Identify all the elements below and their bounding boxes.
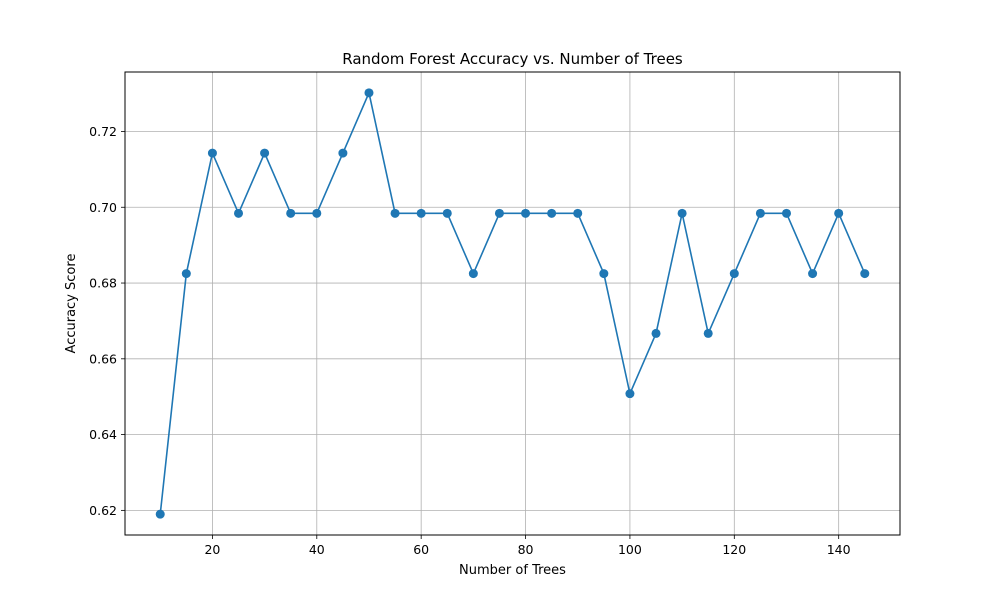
y-tick-label: 0.66: [89, 351, 117, 366]
series-line: [159, 92, 866, 515]
x-axis-label: Number of Trees: [459, 563, 566, 578]
data-point: [860, 269, 870, 279]
data-point: [207, 148, 217, 158]
data-point: [181, 269, 191, 279]
data-point: [651, 328, 661, 338]
data-point: [260, 148, 270, 158]
data-point: [677, 208, 687, 218]
data-point: [599, 269, 609, 279]
y-tick-label: 0.72: [89, 124, 117, 139]
data-point: [338, 148, 348, 158]
x-tick-label: 100: [618, 542, 642, 557]
ticks: 20 40 60 80 100 120 140 0.62 0.64 0.66 0.68 0.70 0.7…: [89, 124, 850, 557]
data-point: [521, 208, 531, 218]
data-point: [416, 208, 426, 218]
data-point: [547, 208, 557, 218]
data-point: [703, 328, 713, 338]
data-point: [625, 389, 635, 399]
y-axis-label: Accuracy Score: [64, 254, 79, 354]
data-point: [155, 509, 165, 519]
x-tick-label: 140: [827, 542, 851, 557]
y-tick-label: 0.70: [89, 200, 117, 215]
data-point: [468, 269, 478, 279]
y-tick-label: 0.62: [89, 503, 117, 518]
plot-frame: [124, 71, 901, 536]
y-tick-label: 0.64: [89, 427, 117, 442]
data-point: [364, 88, 374, 98]
x-tick-label: 20: [204, 542, 220, 557]
data-point: [234, 208, 244, 218]
data-point: [390, 208, 400, 218]
x-tick-label: 120: [722, 542, 746, 557]
data-point: [834, 208, 844, 218]
chart-title: Random Forest Accuracy vs. Number of Tre…: [342, 50, 683, 68]
data-point: [312, 208, 322, 218]
data-point: [729, 269, 739, 279]
y-tick-label: 0.68: [89, 276, 117, 291]
grid: [125, 72, 900, 535]
x-tick-label: 80: [518, 542, 534, 557]
data-point: [442, 208, 452, 218]
data-point: [808, 269, 818, 279]
data-point: [573, 208, 583, 218]
data-point: [781, 208, 791, 218]
data-point: [755, 208, 765, 218]
data-point: [494, 208, 504, 218]
series-layer: [155, 88, 870, 519]
x-tick-label: 60: [413, 542, 429, 557]
data-point: [286, 208, 296, 218]
x-tick-label: 40: [309, 542, 325, 557]
